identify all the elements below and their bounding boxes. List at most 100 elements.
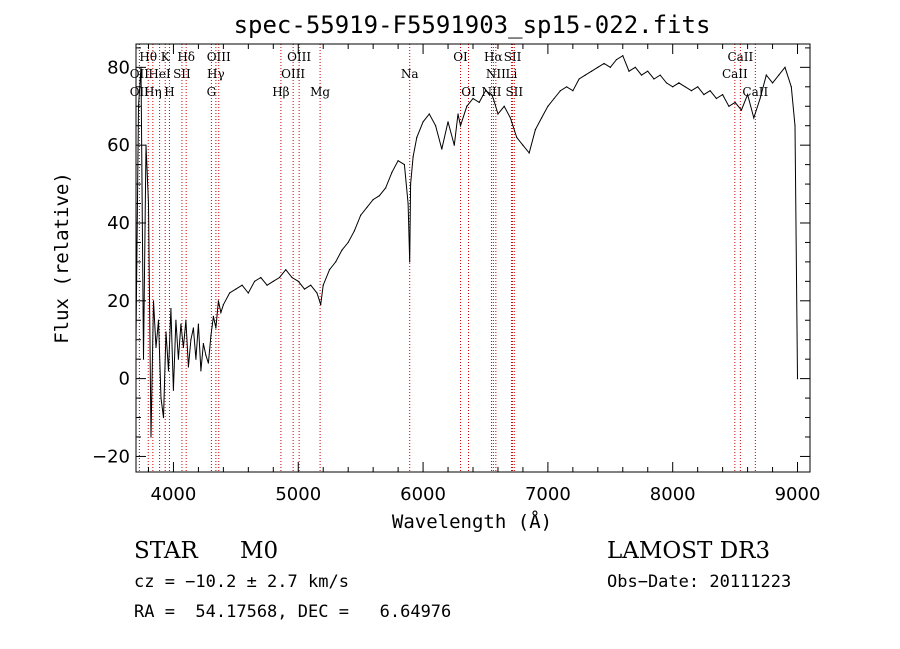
spectrum-point [385,187,387,189]
spectrum-point [746,93,749,96]
spectrum-point [634,66,636,68]
spectrum-point [177,358,180,360]
spectrum-point [796,378,799,380]
spectral-line-label: OIII [287,50,311,64]
spectral-line-label: CaII [742,85,768,99]
y-tick-label: −20 [92,446,130,467]
y-tick-label: 0 [119,369,130,390]
spectrum-point [155,346,157,349]
survey-label: LAMOST DR3 [607,538,771,564]
spectrum-point [142,358,145,360]
object-subclass: M0 [240,538,279,564]
spectrum-point [553,97,555,100]
x-tick-label: 7000 [525,484,571,505]
object-class: STAR [134,538,198,564]
spectral-line-label: HeI [148,67,171,81]
spectrum-point [210,335,212,337]
spectral-line-label: OIII [281,67,305,81]
redshift-text: cz = −10.2 ± 2.7 km/s [134,572,349,592]
spectrum-point [397,160,399,162]
spectral-line-label: CaII [722,67,748,81]
spectral-line-label: H [164,85,174,99]
spectral-line-label: G [207,85,217,99]
spectrum-point [492,97,494,100]
spectral-line-label: Mg [310,85,330,99]
spectral-line-label: SII [505,85,523,99]
spectrum-point [316,292,318,294]
spectrum-point [457,113,459,115]
spectrum-point [162,416,165,419]
spectrum-point [297,280,299,282]
spectrum-point [578,78,580,80]
spectrum-point [167,370,170,372]
spectral-line-label: Hα [484,50,503,64]
spectrum-point [278,276,281,279]
spectrum-point [328,269,331,271]
spectrum-point [182,346,185,349]
spectrum-point [412,156,414,158]
spectrum-point [200,370,202,372]
spectrum-point [160,397,162,399]
spectral-line-label: Hθ [139,50,157,64]
spectrum-point [566,86,568,88]
spectrum-point [378,195,380,197]
spectrum-point [559,90,561,92]
spectrum-point [266,284,268,286]
y-tick-label: 60 [107,135,130,156]
axes: 4000 5000 6000 7000 8000 9000 −20 0 20 40 60 80 [92,44,820,505]
spectrum-point [609,66,611,68]
spectrum-point [303,288,306,290]
spectrum-point [253,280,256,282]
spectrum-point [703,93,705,96]
spectrum-point [790,86,792,88]
spectrum-point [472,97,474,100]
spectrum-point [503,105,505,107]
spectrum-point [622,55,624,57]
spectrum-point [722,93,724,96]
spectrum-point [180,323,182,325]
chart-title: spec-55919-F5591903_sp15-022.fits [234,11,711,39]
spectrum-point [765,74,767,76]
spectrum-point [205,354,207,356]
spectrum-point [407,202,409,205]
spectrum-point [615,58,618,61]
spectrum-point [684,86,686,88]
spectrum-point [734,101,736,103]
spectrum-point [165,331,167,333]
spectral-line-label: Na [401,67,419,81]
spectrum-point [428,113,430,115]
spectrum-point [320,304,322,306]
spectrum-point [709,90,711,92]
spectrum-point [360,214,362,216]
spectral-line-label: Hη [144,85,162,99]
spectrum-point [653,78,655,80]
spectrum-point [185,319,187,321]
spectrum-point [778,74,780,76]
spectrum-point [528,152,530,154]
spectrum-point [640,74,643,76]
spectrum-point [728,105,730,107]
spectral-line-label: Hγ [207,67,225,81]
spectrum-point [665,82,668,84]
spectrum-point [147,202,150,205]
spectrum-point [509,117,512,119]
spectrum-point [647,70,649,72]
spectrum-point [190,339,192,341]
spectrum-point [516,136,518,138]
spectrum-point [441,148,443,150]
x-tick-label: 5000 [275,484,321,505]
y-tick-label: 80 [107,57,130,78]
spectrum-point [202,343,204,345]
coordinates-text: RA = 54.17568, DEC = 6.64976 [134,602,452,622]
spectrum-point [590,70,593,72]
x-tick-label: 9000 [775,484,821,505]
spectrum-point [220,311,222,314]
spectrum-point [403,164,405,166]
spectrum-point [478,101,480,103]
spectrum-point [335,261,337,263]
spectrum-point [547,105,549,107]
spectral-line-label: OI [453,50,468,64]
spectrum-point [541,117,543,119]
spectrum-point [366,206,368,209]
